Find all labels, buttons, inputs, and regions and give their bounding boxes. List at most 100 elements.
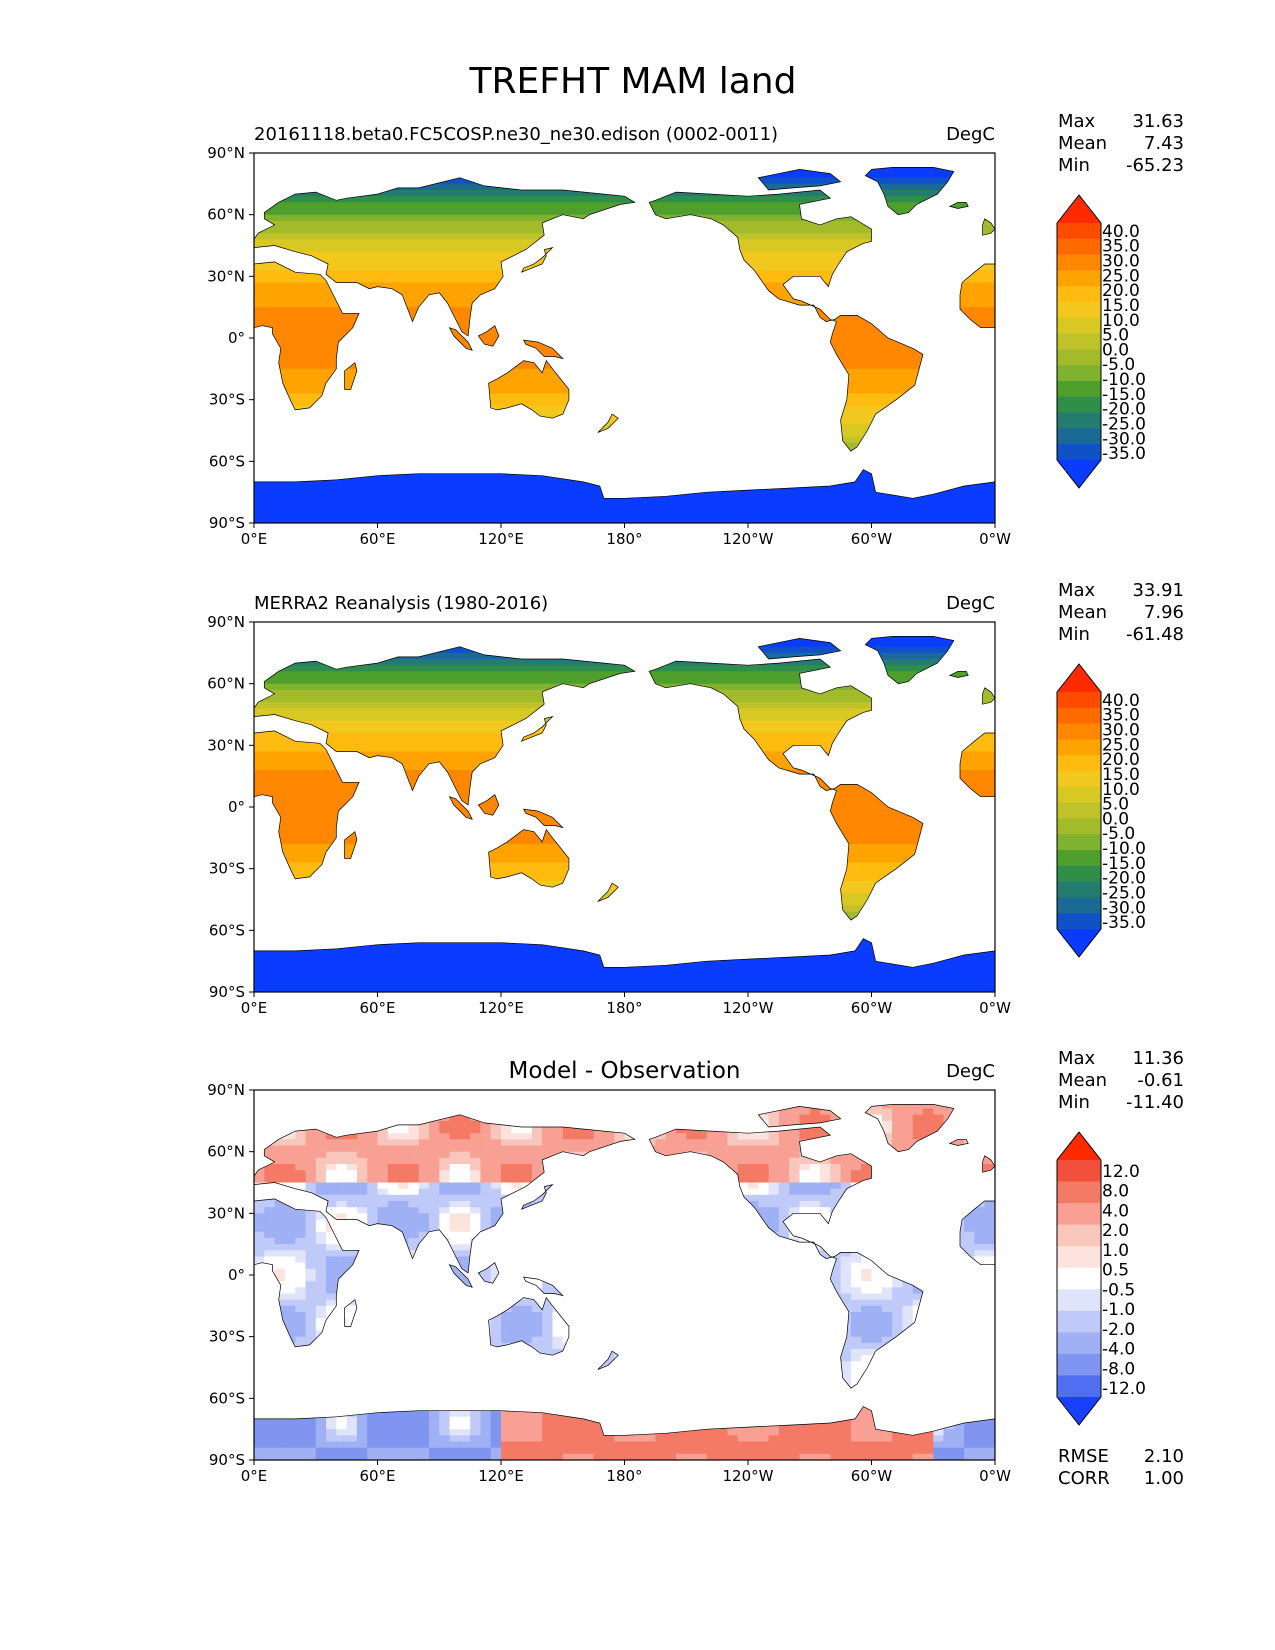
data-cell bbox=[387, 1164, 399, 1171]
data-cell bbox=[254, 504, 995, 512]
data-cell bbox=[408, 1188, 420, 1196]
data-cell bbox=[521, 1139, 533, 1147]
data-cell bbox=[799, 1170, 811, 1177]
data-cell bbox=[871, 1104, 883, 1110]
data-cell bbox=[449, 1182, 461, 1190]
data-cell bbox=[387, 1145, 399, 1153]
data-cell bbox=[758, 1435, 770, 1443]
data-cell bbox=[758, 1201, 770, 1208]
data-cell bbox=[501, 1336, 512, 1344]
data-cell bbox=[964, 1219, 975, 1227]
data-cell bbox=[758, 1441, 770, 1449]
data-cell bbox=[511, 1410, 523, 1418]
data-cell bbox=[315, 1429, 327, 1436]
colorbar-bin bbox=[1057, 428, 1101, 445]
colorbar-label: 2.0 bbox=[1102, 1221, 1129, 1241]
data-cell bbox=[840, 1293, 852, 1301]
data-cell bbox=[284, 1182, 296, 1190]
data-cell bbox=[892, 1287, 903, 1295]
data-cell bbox=[274, 1213, 286, 1221]
data-cell bbox=[820, 1435, 831, 1443]
data-cell bbox=[439, 1151, 451, 1159]
data-cell bbox=[840, 1441, 852, 1449]
data-cell bbox=[603, 1435, 615, 1443]
data-cell bbox=[398, 1182, 409, 1190]
data-cell bbox=[429, 1176, 440, 1184]
data-cell bbox=[429, 1188, 440, 1196]
data-cell bbox=[315, 1231, 327, 1239]
data-cell bbox=[727, 1145, 739, 1153]
data-cell bbox=[531, 1139, 543, 1147]
data-cell bbox=[480, 1423, 492, 1430]
data-cell bbox=[408, 1441, 420, 1449]
data-cell bbox=[315, 1170, 327, 1177]
data-cell bbox=[850, 1355, 862, 1362]
data-cell bbox=[943, 1453, 955, 1460]
data-cell bbox=[902, 1133, 914, 1140]
data-cell bbox=[264, 1145, 276, 1153]
data-cell bbox=[706, 1133, 718, 1140]
data-cell bbox=[809, 1429, 821, 1436]
data-cell bbox=[449, 1164, 461, 1171]
data-cell bbox=[871, 1429, 883, 1436]
data-cell bbox=[490, 1324, 502, 1332]
coastline-japan bbox=[520, 715, 554, 742]
colorbar-label: 30.0 bbox=[1102, 721, 1140, 741]
data-cell bbox=[840, 1447, 852, 1455]
data-cell bbox=[511, 1182, 523, 1190]
data-cell bbox=[490, 1127, 502, 1134]
colorbar-label: 25.0 bbox=[1102, 735, 1140, 755]
data-cell bbox=[459, 1120, 471, 1128]
data-cell bbox=[490, 1182, 502, 1190]
data-cell bbox=[490, 1410, 502, 1418]
data-cell bbox=[768, 1145, 780, 1153]
data-cell bbox=[964, 1225, 975, 1233]
colorbar-bin bbox=[1057, 755, 1101, 772]
data-cell bbox=[284, 1151, 296, 1159]
data-cell bbox=[295, 1182, 307, 1190]
data-cell bbox=[820, 1207, 831, 1214]
data-cell bbox=[254, 979, 995, 987]
data-cell bbox=[367, 1213, 379, 1221]
data-cell bbox=[459, 1151, 471, 1159]
data-cell bbox=[439, 1225, 451, 1233]
data-cell bbox=[326, 1225, 337, 1233]
data-cell bbox=[449, 1201, 461, 1208]
data-cell bbox=[408, 1170, 420, 1177]
data-cell bbox=[398, 1188, 409, 1196]
data-cell bbox=[501, 1151, 512, 1159]
data-cell bbox=[264, 1213, 276, 1221]
data-cell bbox=[459, 1207, 471, 1214]
x-tick-label: 180° bbox=[606, 999, 642, 1017]
data-cell bbox=[336, 1213, 348, 1221]
data-cell bbox=[665, 1139, 677, 1147]
data-cell bbox=[892, 1104, 903, 1110]
colorbar-bin bbox=[1057, 1332, 1101, 1355]
colorbar-label: -15.0 bbox=[1102, 385, 1146, 405]
data-cell bbox=[284, 1176, 296, 1184]
data-cell bbox=[284, 1435, 296, 1443]
data-cell bbox=[470, 1182, 481, 1190]
data-cell bbox=[892, 1330, 903, 1338]
data-cell bbox=[429, 1453, 440, 1460]
data-cell bbox=[470, 1120, 481, 1128]
colorbar-bin bbox=[1057, 707, 1101, 724]
data-cell bbox=[850, 1250, 862, 1258]
data-cell bbox=[902, 1104, 914, 1110]
data-cell bbox=[830, 1201, 842, 1208]
data-cell bbox=[706, 1139, 718, 1147]
data-cell bbox=[573, 1441, 584, 1449]
data-cell bbox=[305, 1133, 317, 1140]
data-cell bbox=[830, 1453, 842, 1460]
data-cell bbox=[840, 1373, 852, 1381]
panel-title: Model - Observation bbox=[508, 1058, 740, 1084]
data-cell bbox=[531, 1145, 543, 1153]
data-cell bbox=[398, 1133, 409, 1140]
data-cell bbox=[254, 973, 995, 981]
data-cell bbox=[387, 1127, 399, 1134]
data-cell bbox=[305, 1429, 317, 1436]
colorbar-outline bbox=[1056, 663, 1102, 958]
data-cell bbox=[449, 1127, 461, 1134]
colorbar-extend-bottom bbox=[1057, 1397, 1101, 1425]
data-cell bbox=[768, 1429, 780, 1436]
